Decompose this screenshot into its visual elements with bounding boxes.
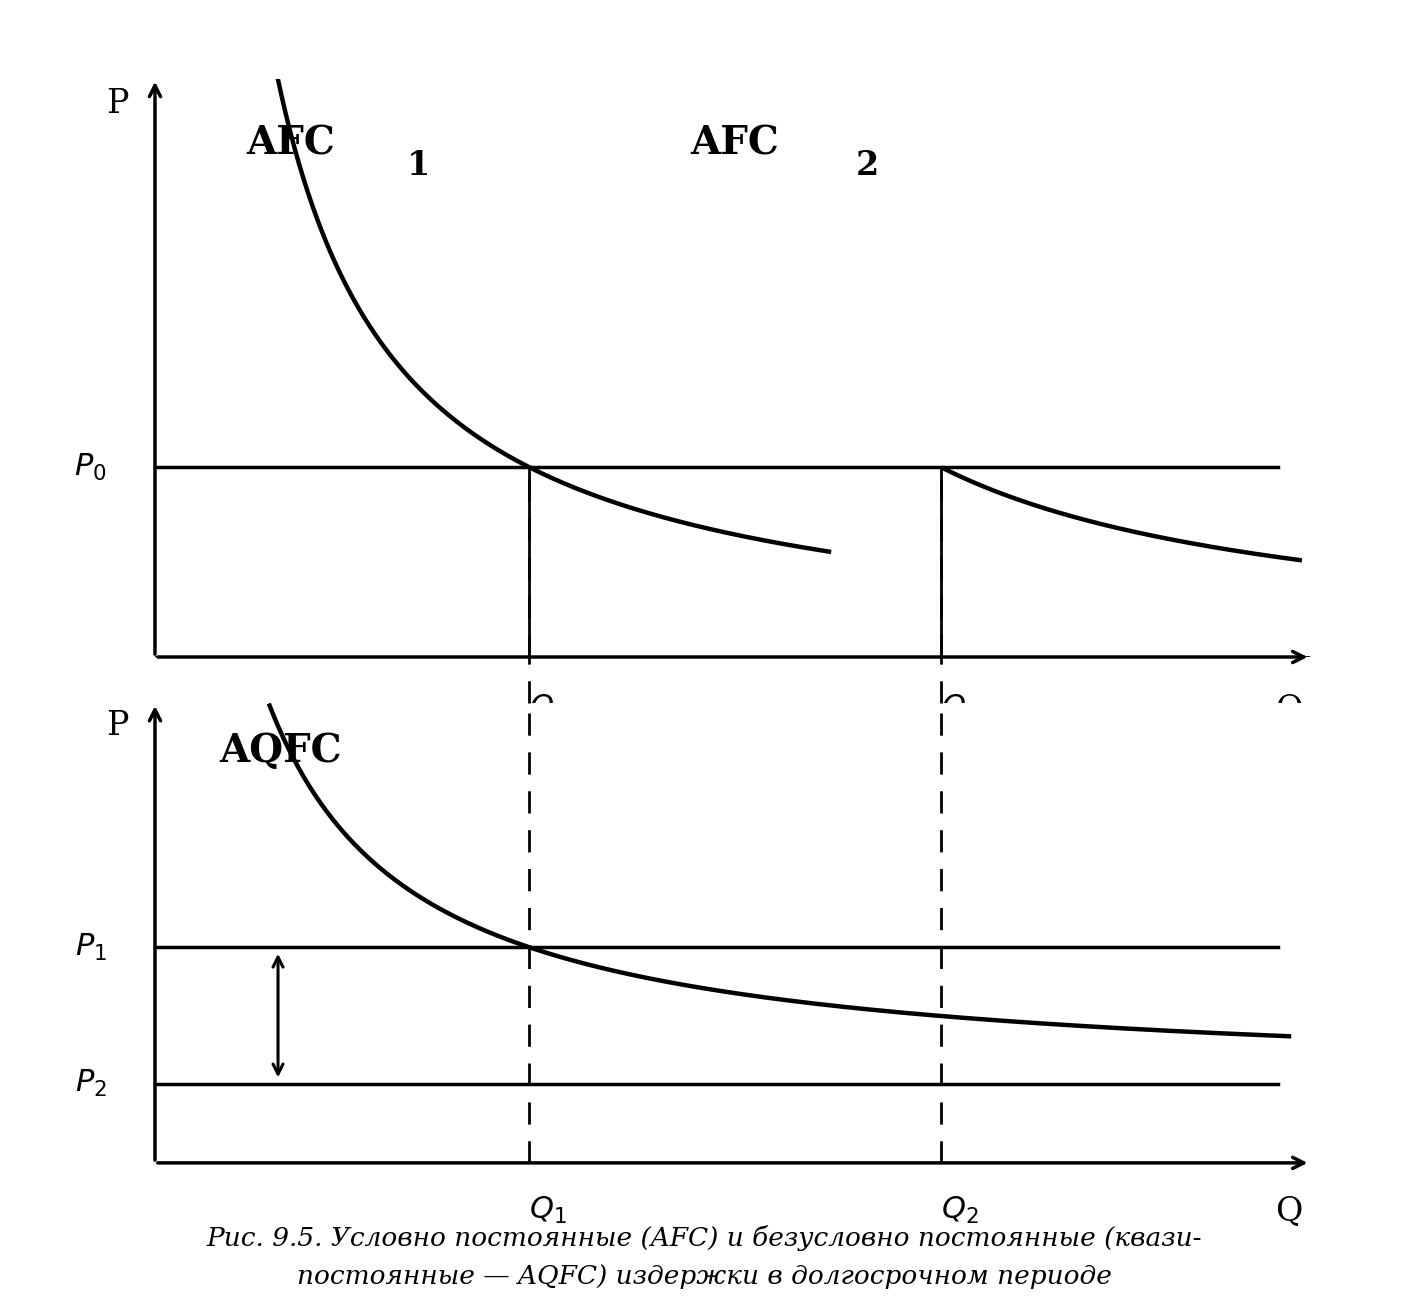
Text: $Q_1$: $Q_1$ (530, 694, 566, 724)
Text: AFC: AFC (247, 124, 335, 162)
Text: AFC: AFC (690, 124, 779, 162)
Text: 2: 2 (855, 148, 879, 181)
Text: $Q_1$: $Q_1$ (530, 1196, 566, 1226)
Text: Q: Q (1275, 694, 1303, 725)
Text: $P_0$: $P_0$ (75, 452, 107, 482)
Text: $Q_2$: $Q_2$ (941, 694, 979, 724)
Text: $P_1$: $P_1$ (75, 932, 107, 963)
Text: P: P (106, 710, 128, 742)
Text: Q: Q (1275, 1196, 1303, 1227)
Text: Рис. 9.5. Условно постоянные (AFC) и безусловно постоянные (квази-: Рис. 9.5. Условно постоянные (AFC) и без… (207, 1225, 1202, 1251)
Text: AQFC: AQFC (220, 732, 342, 770)
Text: 1: 1 (406, 148, 430, 181)
Text: $Q_2$: $Q_2$ (941, 1196, 979, 1226)
Text: P: P (106, 88, 128, 120)
Text: $P_2$: $P_2$ (75, 1068, 107, 1100)
Text: постоянные — AQFC) издержки в долгосрочном периоде: постоянные — AQFC) издержки в долгосрочн… (297, 1264, 1112, 1289)
